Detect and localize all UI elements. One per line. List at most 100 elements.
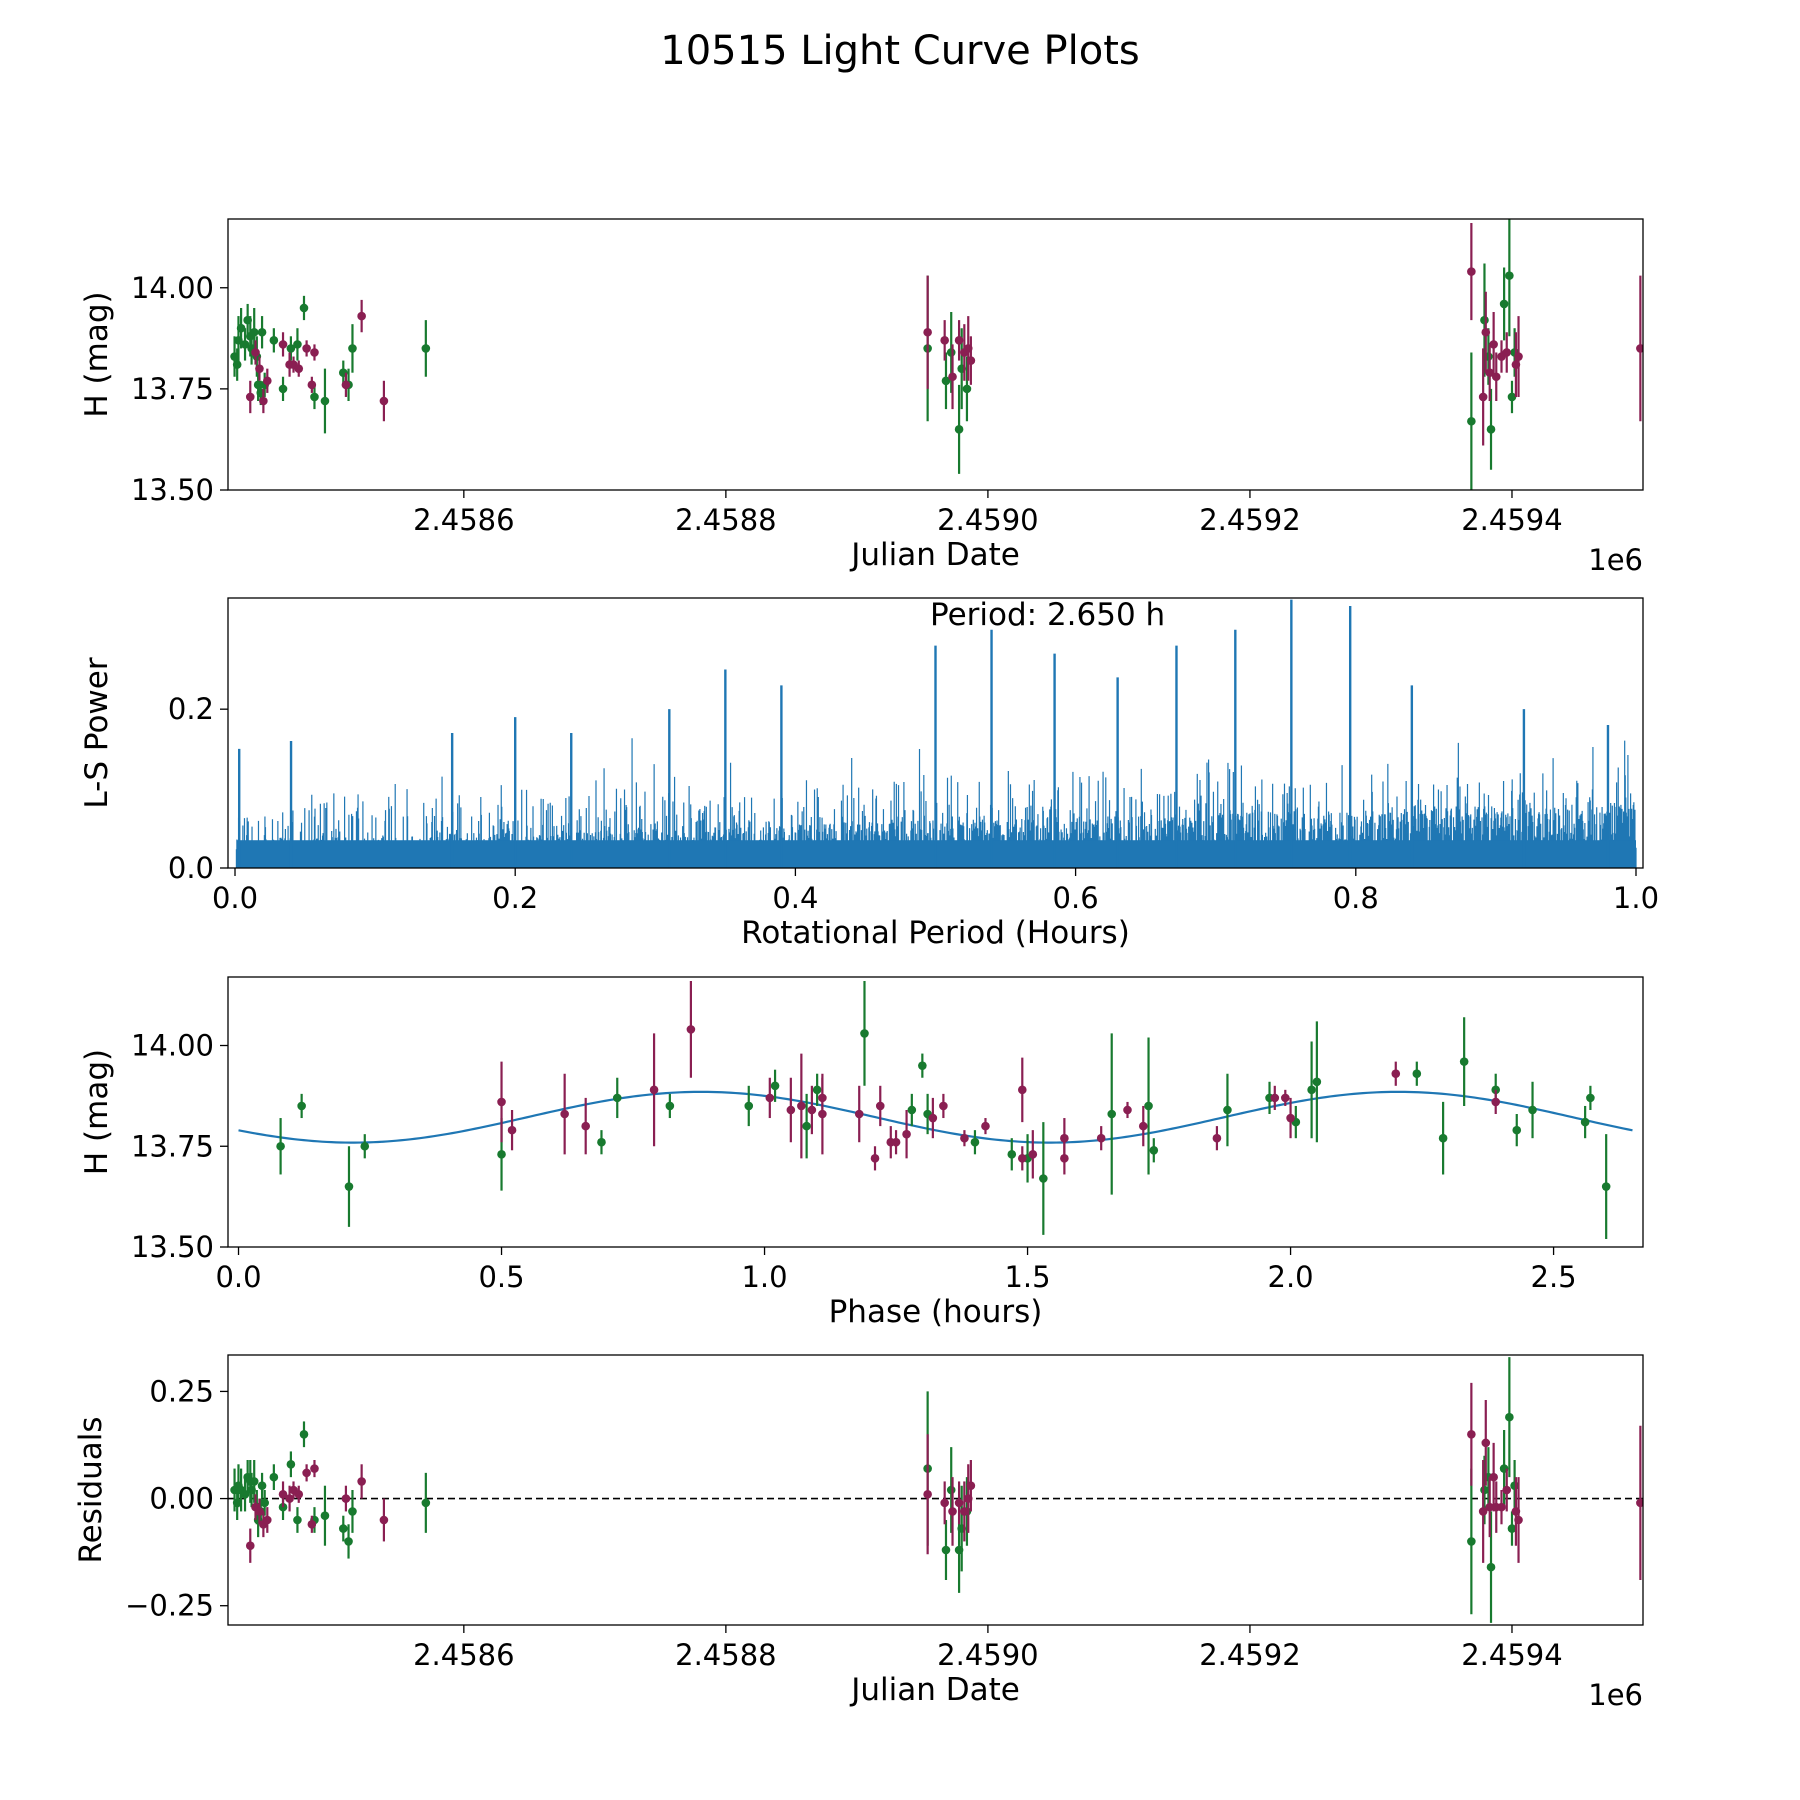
- data-point: [320, 1511, 330, 1521]
- x-tick-label: 2.4588: [675, 503, 776, 537]
- data-points: [276, 981, 1611, 1239]
- x-tick-label: 0.5: [478, 1260, 524, 1294]
- data-point: [1467, 267, 1476, 276]
- data-point: [348, 1507, 357, 1516]
- data-point: [1489, 340, 1498, 349]
- data-point: [278, 340, 288, 349]
- period-annotation: Period: 2.650 h: [930, 597, 1165, 633]
- data-point: [1499, 299, 1509, 309]
- data-point: [1505, 1412, 1514, 1422]
- data-point: [260, 1498, 269, 1508]
- data-point: [1391, 1069, 1401, 1079]
- data-point: [818, 1093, 827, 1103]
- data-point: [612, 1093, 622, 1103]
- data-point: [907, 1105, 917, 1115]
- y-axis-label: H (mag): [79, 1049, 115, 1175]
- y-tick-label: 0.0: [168, 851, 214, 885]
- data-point: [1144, 1101, 1153, 1111]
- y-tick-label: 13.50: [131, 1230, 214, 1264]
- x-tick-label: 1.0: [1613, 881, 1659, 915]
- subplot-ls: 0.0 0.2 0.4 0.6 0.8 1.0 0.0 0.2 Rotational Perio…: [79, 597, 1659, 951]
- data-point: [960, 1507, 969, 1516]
- data-point: [1017, 1085, 1027, 1095]
- data-point: [497, 1150, 506, 1159]
- y-axis-label: L-S Power: [79, 657, 115, 808]
- data-point: [939, 1101, 948, 1111]
- data-point: [1485, 1502, 1495, 1512]
- data-point: [1491, 1097, 1501, 1107]
- model-curve: [238, 1090, 1633, 1144]
- data-point: [946, 1485, 956, 1495]
- data-point: [665, 1101, 675, 1111]
- data-point: [1512, 1125, 1522, 1135]
- data-point: [954, 336, 964, 345]
- x-offset-label: 1e6: [1588, 543, 1643, 577]
- data-point: [299, 303, 309, 313]
- y-tick-label: 0.2: [168, 692, 214, 726]
- data-point: [1017, 1154, 1027, 1163]
- data-point: [245, 1541, 255, 1551]
- data-point: [940, 336, 949, 345]
- x-tick-label: 2.4588: [675, 1638, 776, 1672]
- data-point: [293, 1515, 302, 1525]
- data-point: [1123, 1105, 1132, 1115]
- data-point: [263, 1515, 272, 1525]
- data-point: [1312, 1077, 1322, 1087]
- x-tick-label: 0.2: [492, 881, 538, 915]
- subplot-resid: 2.4586 2.4588 2.4590 2.4592 2.4594 −0.25 0.00 0…: [73, 1354, 1644, 1712]
- data-point: [941, 376, 951, 386]
- data-point: [293, 340, 302, 349]
- data-point: [744, 1101, 754, 1111]
- x-tick-label: 2.4594: [1461, 1638, 1562, 1672]
- data-point: [1502, 1485, 1512, 1495]
- data-point: [357, 311, 366, 321]
- data-point: [1507, 392, 1517, 402]
- data-point: [310, 348, 319, 357]
- data-point: [1438, 1133, 1448, 1143]
- data-point: [941, 1545, 951, 1555]
- data-point: [1149, 1145, 1159, 1155]
- x-tick-label: 0.0: [215, 1260, 261, 1294]
- data-points: [230, 1357, 1643, 1623]
- data-point: [854, 1109, 864, 1119]
- data-point: [1270, 1093, 1280, 1103]
- data-point: [797, 1101, 806, 1111]
- x-axis-label: Phase (hours): [829, 1294, 1043, 1330]
- data-point: [1467, 1429, 1476, 1439]
- data-point: [786, 1105, 796, 1115]
- data-point: [259, 396, 268, 406]
- data-point: [1459, 1057, 1469, 1066]
- data-point: [1478, 392, 1488, 402]
- y-axis-label: Residuals: [73, 1416, 109, 1563]
- data-point: [923, 327, 932, 337]
- data-point: [1636, 344, 1643, 353]
- data-point: [1039, 1174, 1048, 1183]
- data-point: [870, 1154, 880, 1163]
- data-point: [1007, 1150, 1017, 1159]
- data-point: [1480, 315, 1489, 325]
- subplot-lc: 2.4586 2.4588 2.4590 2.4592 2.4594 13.50 13.75…: [79, 218, 1644, 577]
- data-point: [307, 380, 317, 390]
- x-tick-label: 2.5: [1531, 1260, 1577, 1294]
- series-purple: [245, 1382, 1643, 1580]
- data-point: [341, 380, 351, 390]
- data-point: [1481, 1438, 1491, 1448]
- series-green: [230, 1357, 1519, 1623]
- data-point: [286, 1459, 296, 1469]
- data-point: [597, 1137, 606, 1147]
- data-point: [302, 344, 311, 353]
- data-point: [560, 1109, 569, 1119]
- data-point: [307, 1519, 317, 1529]
- data-point: [360, 1141, 370, 1151]
- y-tick-label: 13.75: [131, 1129, 214, 1163]
- data-point: [1505, 271, 1514, 280]
- x-tick-label: 2.4586: [413, 1638, 514, 1672]
- data-point: [948, 372, 957, 382]
- x-tick-label: 0.0: [212, 881, 258, 915]
- x-axis-label: Rotational Period (Hours): [741, 915, 1130, 951]
- data-point: [1467, 1537, 1476, 1546]
- figure-title: 10515 Light Curve Plots: [660, 28, 1139, 74]
- series-purple: [245, 223, 1643, 446]
- data-point: [960, 1133, 969, 1143]
- data-point: [954, 1498, 964, 1508]
